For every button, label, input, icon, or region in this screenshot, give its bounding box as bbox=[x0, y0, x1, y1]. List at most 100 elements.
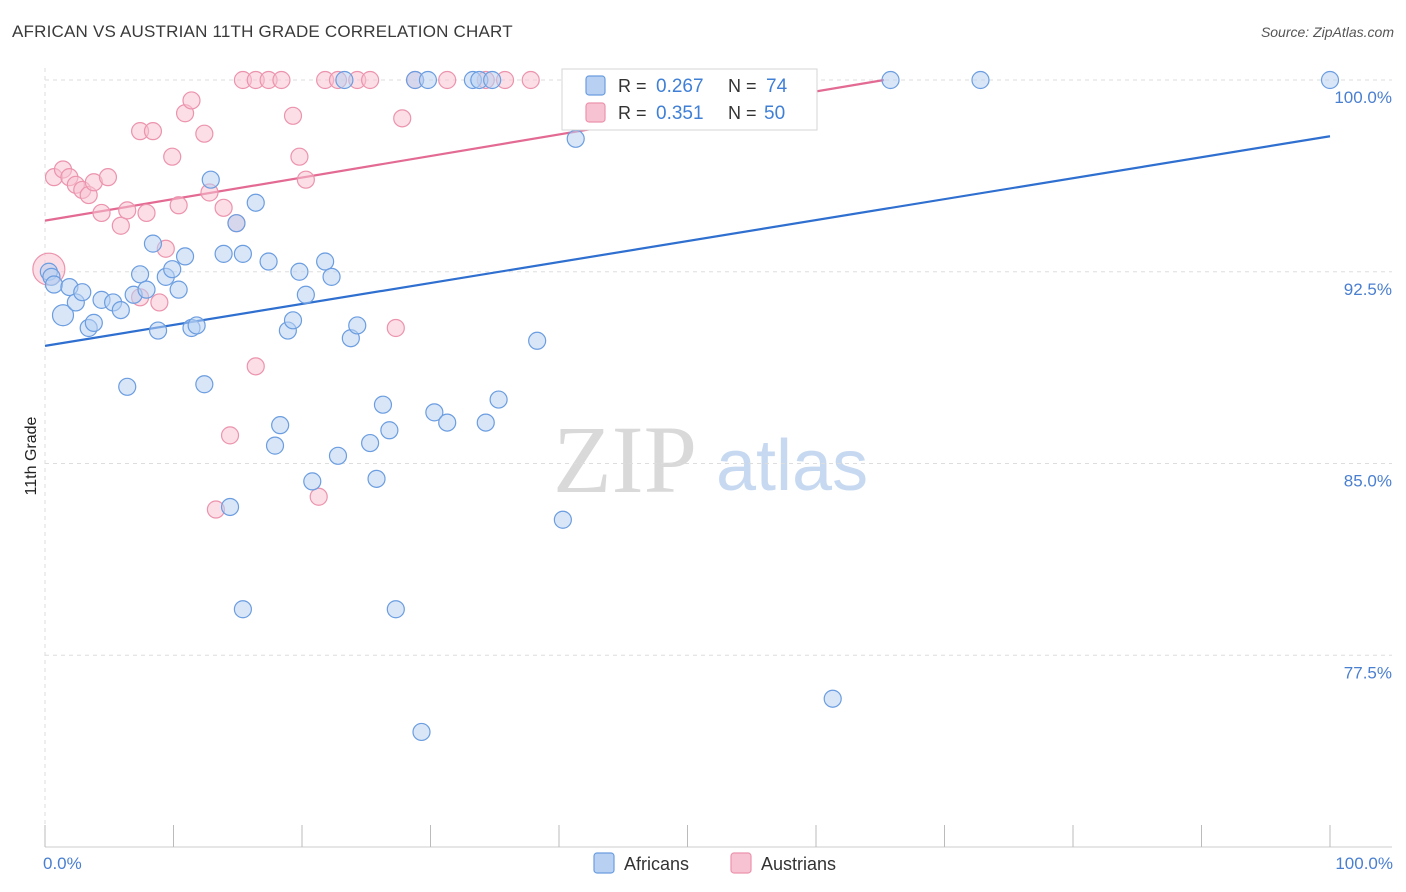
austrian-point bbox=[98, 168, 118, 187]
data-points bbox=[32, 70, 1340, 742]
austrian-point bbox=[214, 198, 233, 217]
source-attribution: Source: ZipAtlas.com bbox=[1260, 24, 1394, 40]
african-point bbox=[283, 311, 303, 330]
african-point bbox=[348, 316, 367, 335]
austrian-point bbox=[361, 70, 380, 90]
y-tick-label: 100.0% bbox=[1334, 88, 1392, 107]
legend-n-africans: 74 bbox=[766, 76, 788, 97]
legend-swatch-austrians-bottom bbox=[730, 852, 752, 874]
african-point bbox=[233, 600, 252, 619]
legend-swatch-austrians bbox=[585, 102, 606, 123]
african-point bbox=[412, 722, 431, 742]
african-point bbox=[169, 280, 188, 299]
watermark: ZIP atlas bbox=[553, 406, 868, 513]
african-point bbox=[367, 469, 386, 488]
austrian-point bbox=[246, 357, 265, 376]
austrian-point bbox=[438, 70, 457, 90]
legend-r-austrians: 0.351 bbox=[656, 103, 704, 124]
legend-r-africans: 0.267 bbox=[656, 76, 704, 97]
austrian-point bbox=[92, 203, 111, 223]
austrian-point bbox=[393, 109, 412, 128]
african-point bbox=[111, 301, 130, 320]
african-point bbox=[489, 390, 508, 409]
african-point bbox=[418, 70, 438, 90]
african-point bbox=[361, 433, 380, 453]
african-point bbox=[175, 247, 195, 266]
austrian-point bbox=[290, 147, 309, 166]
legend-n-label: N = bbox=[728, 103, 757, 123]
austrian-point bbox=[521, 70, 540, 90]
austrian-point bbox=[283, 106, 303, 125]
y-tick-label: 77.5% bbox=[1344, 663, 1392, 682]
african-point bbox=[823, 689, 842, 708]
austrian-point bbox=[296, 170, 315, 189]
y-tick-label: 85.0% bbox=[1344, 472, 1392, 491]
african-point bbox=[130, 265, 150, 284]
african-point bbox=[881, 70, 900, 90]
correlation-legend: R = 0.267 N = 74 R = 0.351 N = 50 bbox=[561, 68, 818, 131]
austrian-point bbox=[309, 487, 328, 506]
axes bbox=[44, 825, 1392, 848]
african-point bbox=[1320, 70, 1340, 90]
african-point bbox=[51, 304, 75, 327]
watermark-atlas: atlas bbox=[716, 426, 868, 506]
african-point bbox=[438, 413, 457, 432]
x-tick-labels: 0.0% 100.0% bbox=[43, 854, 1393, 873]
austrian-point bbox=[137, 203, 156, 223]
african-point bbox=[303, 472, 322, 491]
african-point bbox=[476, 413, 495, 432]
austrian-point bbox=[118, 201, 137, 220]
african-point bbox=[380, 421, 399, 440]
austrian-point bbox=[272, 70, 291, 90]
legend-r-label: R = bbox=[618, 103, 647, 123]
african-point bbox=[163, 260, 182, 279]
african-point bbox=[44, 275, 64, 294]
african-point bbox=[84, 313, 103, 332]
african-point bbox=[335, 70, 354, 90]
african-point bbox=[483, 70, 502, 90]
african-point bbox=[73, 283, 92, 302]
legend-swatch-africans bbox=[585, 75, 606, 96]
african-point bbox=[201, 170, 220, 189]
y-tick-label: 92.5% bbox=[1344, 280, 1392, 299]
chart-title: AFRICAN VS AUSTRIAN 11TH GRADE CORRELATI… bbox=[12, 22, 513, 41]
x-tick-label: 100.0% bbox=[1335, 854, 1393, 873]
african-point bbox=[425, 403, 444, 422]
african-point bbox=[227, 214, 246, 233]
austrian-point bbox=[111, 216, 130, 235]
african-point bbox=[328, 446, 348, 465]
african-point bbox=[528, 331, 547, 350]
african-point bbox=[233, 244, 252, 263]
trend-line-africans bbox=[44, 135, 1331, 347]
african-point bbox=[187, 316, 206, 335]
african-point bbox=[322, 267, 341, 286]
austrian-point bbox=[169, 196, 188, 215]
african-point bbox=[118, 377, 137, 396]
y-tick-labels: 100.0% 92.5% 85.0% 77.5% bbox=[1334, 88, 1392, 682]
african-point bbox=[271, 416, 290, 435]
austrian-point bbox=[150, 293, 169, 312]
austrian-point bbox=[182, 91, 201, 110]
legend-swatch-africans-bottom bbox=[593, 852, 615, 874]
african-point bbox=[296, 285, 315, 304]
african-point bbox=[316, 252, 335, 271]
series-legend: Africans Austrians bbox=[593, 852, 836, 874]
african-point bbox=[971, 70, 990, 90]
african-point bbox=[214, 244, 233, 263]
african-point bbox=[386, 600, 405, 619]
african-point bbox=[259, 252, 278, 271]
african-point bbox=[137, 280, 156, 299]
legend-n-austrians: 50 bbox=[764, 103, 785, 124]
african-point bbox=[195, 375, 214, 394]
legend-label-africans: Africans bbox=[624, 854, 689, 874]
legend-label-austrians: Austrians bbox=[761, 854, 836, 874]
african-point bbox=[148, 321, 168, 340]
austrian-point bbox=[143, 122, 163, 141]
austrian-point bbox=[220, 426, 240, 445]
legend-n-label: N = bbox=[728, 76, 757, 96]
african-point bbox=[246, 193, 265, 212]
african-point bbox=[553, 510, 572, 529]
watermark-zip: ZIP bbox=[553, 406, 697, 513]
legend-r-label: R = bbox=[618, 76, 647, 96]
